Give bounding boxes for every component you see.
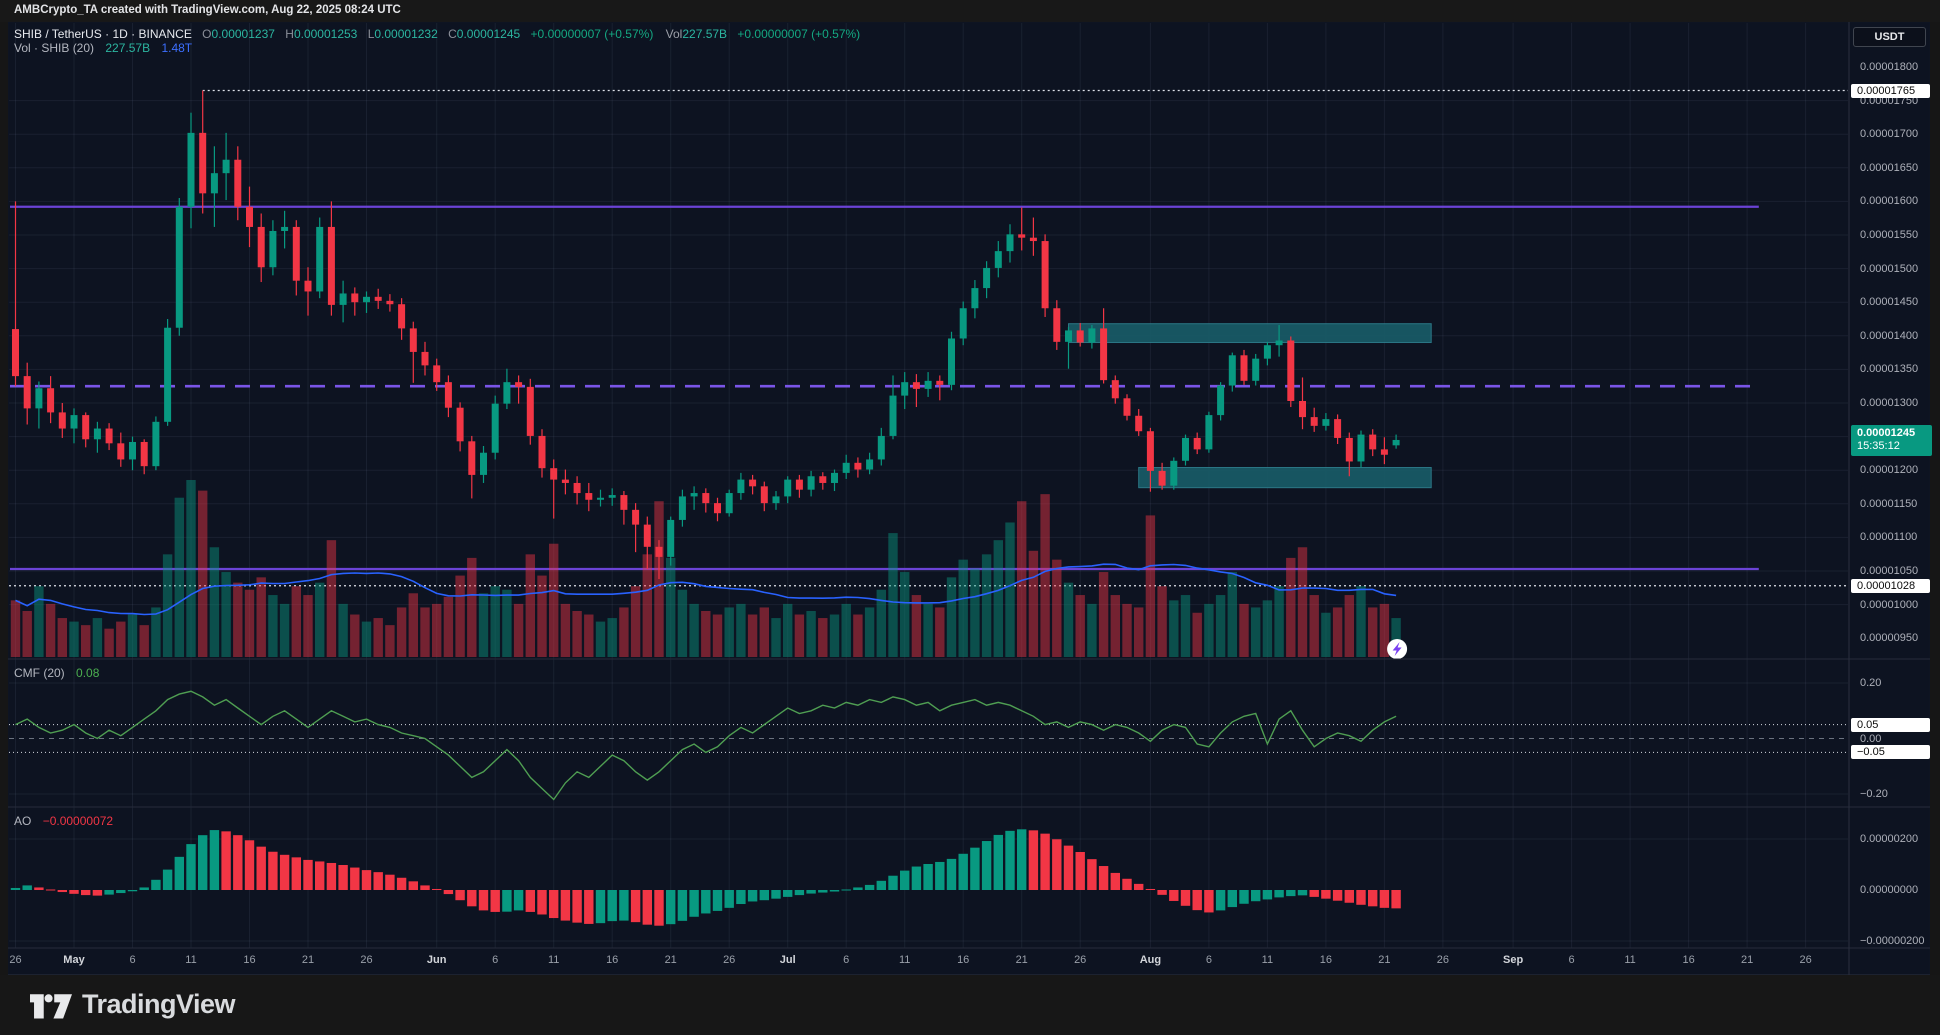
time-axis-month-label: May xyxy=(63,954,85,966)
time-axis-label: 11 xyxy=(898,954,911,966)
volume-label: Vol xyxy=(665,27,683,41)
time-axis-month-label: Aug xyxy=(1139,954,1162,966)
open-value: 0.00001237 xyxy=(211,27,275,41)
ao-axis-label: 0.00000200 xyxy=(1860,833,1919,845)
close-label: C xyxy=(448,27,457,41)
time-axis-label: 11 xyxy=(547,954,560,966)
time-axis-label: 21 xyxy=(1740,954,1754,966)
footer-bar xyxy=(0,975,1940,1035)
time-axis-label: 26 xyxy=(723,954,736,966)
low-label: L xyxy=(367,27,375,41)
price-axis-label: 0.00001350 xyxy=(1860,363,1919,376)
time-axis-label: 6 xyxy=(1568,954,1575,966)
bar-countdown: 15:35:12 xyxy=(1857,439,1900,452)
price-axis-label: 0.00001200 xyxy=(1860,464,1919,477)
time-axis-month-label: Jul xyxy=(779,954,796,966)
time-axis-label: 21 xyxy=(1378,954,1391,966)
volume-indicator-legend[interactable]: Vol · SHIB (20) 227.57B 1.48T xyxy=(14,41,192,55)
time-axis-label: 16 xyxy=(243,954,256,966)
attribution-text: AMBCrypto_TA created with TradingView.co… xyxy=(14,4,401,16)
ao-legend[interactable]: AO −0.00000072 xyxy=(14,814,113,828)
volume-change: +0.00000007 (+0.57%) xyxy=(737,27,861,41)
high-price-marker: 0.00001765 xyxy=(1851,83,1930,98)
ao-axis-label: 0.00000000 xyxy=(1860,884,1919,896)
price-axis-label: 0.00001050 xyxy=(1860,565,1919,577)
time-axis-label: 21 xyxy=(664,954,677,966)
high-value: 0.00001253 xyxy=(293,27,358,41)
cmf-value: 0.08 xyxy=(76,666,100,680)
time-axis-label: 26 xyxy=(1436,954,1450,966)
currency-toggle-button[interactable]: USDT xyxy=(1853,27,1926,47)
time-axis-month-label: Jun xyxy=(426,954,447,966)
price-axis-label: 0.00001450 xyxy=(1860,296,1919,309)
time-axis-label: 21 xyxy=(301,954,315,966)
tradingview-logo-icon xyxy=(30,994,72,1019)
time-axis-label: 26 xyxy=(1799,954,1812,966)
change-value: +0.00000007 (+0.57%) xyxy=(530,27,654,41)
symbol-legend-row[interactable]: SHIB / TetherUS · 1D · BINANCE O0.000012… xyxy=(14,27,860,41)
time-axis-label: 6 xyxy=(1205,954,1212,966)
time-axis-label: 26 xyxy=(360,954,373,966)
cmf-legend[interactable]: CMF (20) 0.08 xyxy=(14,666,99,680)
price-axis-label: 0.00001000 xyxy=(1860,598,1919,611)
low-price-marker: 0.00001028 xyxy=(1851,578,1930,593)
time-axis-label: 21 xyxy=(1015,954,1028,966)
price-axis-label: 0.00001550 xyxy=(1860,229,1919,241)
time-axis-label: 16 xyxy=(606,954,619,966)
time-axis-label: 6 xyxy=(492,954,499,966)
price-axis-label: 0.00001600 xyxy=(1860,195,1919,208)
price-axis-label: 0.00001750 xyxy=(1860,94,1919,107)
time-axis-label: 11 xyxy=(1624,954,1636,966)
price-axis-label: 0.00001650 xyxy=(1860,161,1919,174)
volume-indicator-value: 227.57B xyxy=(105,41,151,55)
chart-background xyxy=(8,22,1930,975)
time-axis-label: 6 xyxy=(843,954,850,966)
time-axis-label: 26 xyxy=(1074,954,1087,966)
price-axis-label: 0.00001700 xyxy=(1860,128,1919,141)
cmf-axis-marker: 0.05 xyxy=(1851,717,1930,732)
time-axis-label: 11 xyxy=(185,954,197,966)
time-axis-month-label: Sep xyxy=(1503,954,1524,966)
volume-indicator-label: Vol · SHIB (20) xyxy=(14,41,95,55)
cmf-axis-label: 0.00 xyxy=(1860,732,1882,745)
current-price: 0.00001245 xyxy=(1857,426,1916,439)
price-axis-label: 0.00000950 xyxy=(1860,632,1919,645)
cmf-axis-label: −0.20 xyxy=(1860,788,1888,800)
close-value: 0.00001245 xyxy=(456,27,521,41)
price-axis-label: 0.00001800 xyxy=(1860,61,1919,73)
time-axis-label: 16 xyxy=(1319,954,1333,966)
ao-axis-label: −0.00000200 xyxy=(1860,935,1925,947)
price-axis-label: 0.00001150 xyxy=(1860,497,1918,510)
ao-value: −0.00000072 xyxy=(42,814,114,828)
price-axis-label: 0.00001100 xyxy=(1860,531,1918,544)
price-axis-label: 0.00001300 xyxy=(1860,397,1919,409)
price-axis-label: 0.00001400 xyxy=(1860,329,1919,342)
volume-ma-value: 1.48T xyxy=(161,41,193,55)
lightning-event-icon xyxy=(1387,639,1408,659)
current-price-badge[interactable]: 0.00001245 15:35:12 xyxy=(1851,424,1932,456)
tradingview-logo[interactable]: TradingView xyxy=(30,987,236,1021)
ao-label: AO xyxy=(14,814,32,828)
time-axis-label: 16 xyxy=(957,954,970,966)
symbol-title[interactable]: SHIB / TetherUS · 1D · BINANCE xyxy=(14,27,192,41)
tradingview-brand-text: TradingView xyxy=(82,988,236,1019)
time-axis-label: 26 xyxy=(9,954,22,966)
header-attribution-bar: AMBCrypto_TA created with TradingView.co… xyxy=(0,0,1940,22)
open-label: O xyxy=(202,27,212,41)
time-axis-label: 6 xyxy=(129,954,136,966)
cmf-axis-label: 0.20 xyxy=(1860,677,1882,689)
time-axis-label: 16 xyxy=(1682,954,1695,966)
price-axis-label: 0.00001500 xyxy=(1860,262,1919,275)
cmf-axis-marker: −0.05 xyxy=(1851,745,1930,760)
high-label: H xyxy=(285,27,294,41)
low-value: 0.00001232 xyxy=(374,27,438,41)
time-axis-label: 11 xyxy=(1261,954,1274,966)
volume-value: 227.57B xyxy=(682,27,728,41)
cmf-label: CMF (20) xyxy=(14,666,65,680)
